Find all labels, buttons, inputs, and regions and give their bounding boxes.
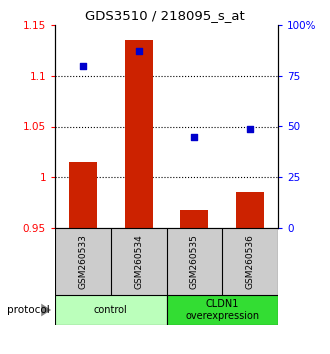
Bar: [167, 295, 278, 325]
Polygon shape: [41, 304, 51, 316]
Text: CLDN1
overexpression: CLDN1 overexpression: [185, 299, 259, 321]
Point: [248, 126, 253, 131]
Text: GSM260535: GSM260535: [190, 234, 199, 289]
Text: protocol: protocol: [7, 305, 50, 315]
Point: [80, 63, 85, 68]
Point: [192, 134, 197, 139]
Point: [136, 48, 141, 54]
Bar: [236, 193, 264, 228]
Bar: [69, 162, 97, 228]
Bar: [55, 295, 167, 325]
Bar: [181, 210, 208, 228]
Text: GSM260534: GSM260534: [134, 234, 143, 289]
Text: control: control: [94, 305, 128, 315]
Bar: [125, 40, 152, 228]
Text: GSM260533: GSM260533: [79, 234, 87, 289]
Text: GDS3510 / 218095_s_at: GDS3510 / 218095_s_at: [85, 9, 245, 22]
Text: GSM260536: GSM260536: [246, 234, 255, 289]
